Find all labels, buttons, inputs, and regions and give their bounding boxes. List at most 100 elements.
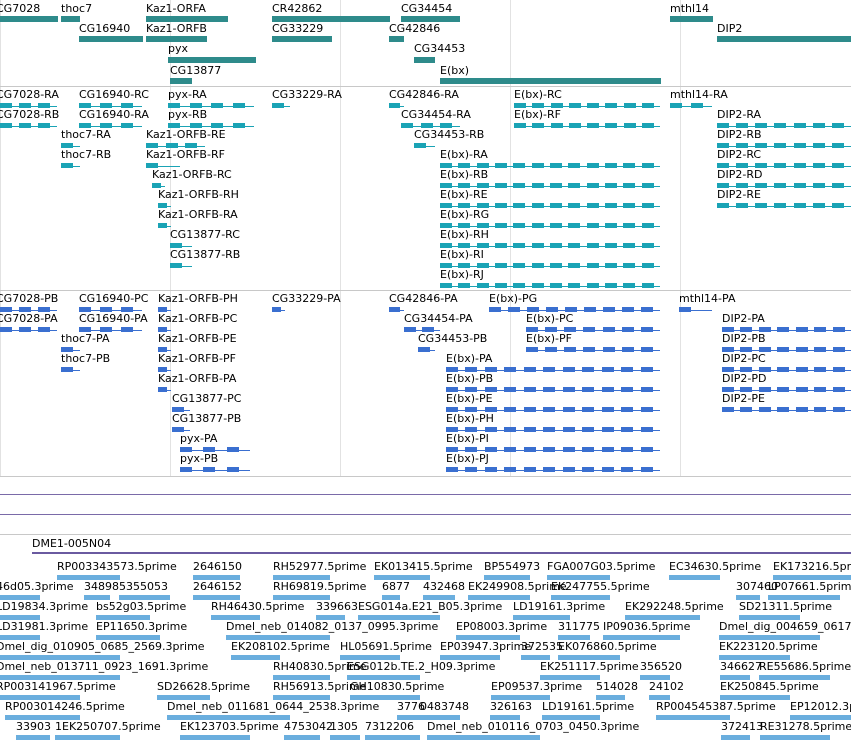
exon-block (814, 407, 827, 412)
exon-block (545, 327, 558, 332)
transcript-label: DIP2-PE (722, 392, 765, 405)
exon-block (602, 327, 615, 332)
transcript-glyph (717, 163, 851, 168)
exon-block (203, 447, 216, 452)
exon-block (623, 123, 636, 128)
est-label: RP003014246.5prime (5, 700, 125, 713)
est-label: RP003343573.5prime (57, 560, 177, 573)
exon-block (404, 327, 416, 332)
transcript-label: E(bx)-PG (489, 292, 538, 305)
exon-block (158, 307, 168, 312)
exon-block (758, 347, 771, 352)
est-label: BP554973 (484, 560, 541, 573)
exon-block (38, 123, 50, 128)
est-label: 34898 (84, 580, 119, 593)
est-glyph (96, 635, 160, 640)
transcript-glyph (79, 307, 142, 312)
exon-block (601, 427, 614, 432)
exon-block (568, 183, 581, 188)
transcript-glyph (61, 143, 80, 148)
transcript-label: mthl14-PA (679, 292, 736, 305)
exon-block (19, 103, 31, 108)
track-separator (0, 534, 851, 535)
exon-block (795, 347, 808, 352)
est-label: EP08003.3prime (456, 620, 548, 633)
exon-block (717, 183, 729, 188)
est-glyph (0, 615, 40, 620)
est-glyph (347, 675, 420, 680)
transcript-glyph (514, 103, 660, 108)
exon-block (777, 367, 790, 372)
transcript-label: E(bx)-RB (440, 168, 489, 181)
transcript-label: pyx-RA (168, 88, 207, 101)
est-label: 326163 (490, 700, 532, 713)
exon-block (172, 427, 184, 432)
exon-block (418, 347, 430, 352)
est-glyph (397, 715, 420, 720)
transcript-label: pyx-PB (180, 452, 219, 465)
gene-glyph (670, 16, 713, 22)
est-label: SD26628.5prime (157, 680, 250, 693)
exon-block (531, 283, 544, 288)
est-label: Dmel_neb_013711_0923_1691.3prime (0, 660, 209, 673)
exon-block (440, 223, 452, 228)
exon-block (586, 263, 599, 268)
exon-block (831, 183, 844, 188)
exon-block (458, 263, 471, 268)
est-glyph (551, 595, 610, 600)
exon-block (621, 347, 634, 352)
exon-block (755, 123, 768, 128)
est-label: 432468 (423, 580, 465, 593)
exon-block (755, 203, 768, 208)
transcript-glyph (79, 123, 142, 128)
intron-line (679, 309, 712, 311)
exon-block (740, 347, 753, 352)
exon-block (414, 143, 426, 148)
transcript-glyph (440, 263, 660, 268)
est-glyph (167, 715, 290, 720)
est-glyph (484, 575, 530, 580)
transcript-label: E(bx)-RH (440, 228, 489, 241)
transcript-label: thoc7-RB (61, 148, 112, 161)
est-glyph (721, 735, 750, 740)
exon-block (226, 447, 239, 452)
exon-block (446, 367, 458, 372)
exon-block (389, 103, 400, 108)
transcript-glyph (61, 347, 80, 352)
est-label: EK250845.5prime (720, 680, 819, 693)
exon-block (831, 203, 844, 208)
exon-block (601, 367, 614, 372)
exon-block (736, 203, 749, 208)
exon-block (532, 123, 545, 128)
exon-block (717, 203, 729, 208)
exon-block (550, 243, 562, 248)
exon-block (758, 367, 771, 372)
exon-block (717, 163, 729, 168)
exon-block (582, 407, 595, 412)
exon-block (484, 407, 497, 412)
exon-block (777, 387, 790, 392)
exon-block (121, 123, 133, 128)
grid-line (510, 0, 511, 476)
exon-block (586, 183, 599, 188)
exon-block (401, 123, 413, 128)
est-glyph (284, 735, 320, 740)
transcript-glyph (158, 347, 171, 352)
exon-block (158, 367, 168, 372)
exon-block (446, 407, 458, 412)
gene-label: thoc7 (61, 2, 93, 15)
est-glyph (720, 675, 750, 680)
exon-block (568, 163, 581, 168)
gene-glyph (79, 36, 143, 42)
transcript-glyph (0, 327, 57, 332)
exon-block (722, 407, 734, 412)
est-label: EK123703.5prime (180, 720, 279, 733)
est-glyph (760, 735, 830, 740)
exon-block (523, 387, 536, 392)
transcript-glyph (440, 223, 660, 228)
transcript-label: Kaz1-ORFB-PC (158, 312, 238, 325)
est-glyph (558, 635, 590, 640)
exon-block (545, 347, 558, 352)
exon-block (562, 447, 575, 452)
exon-block (158, 223, 168, 228)
